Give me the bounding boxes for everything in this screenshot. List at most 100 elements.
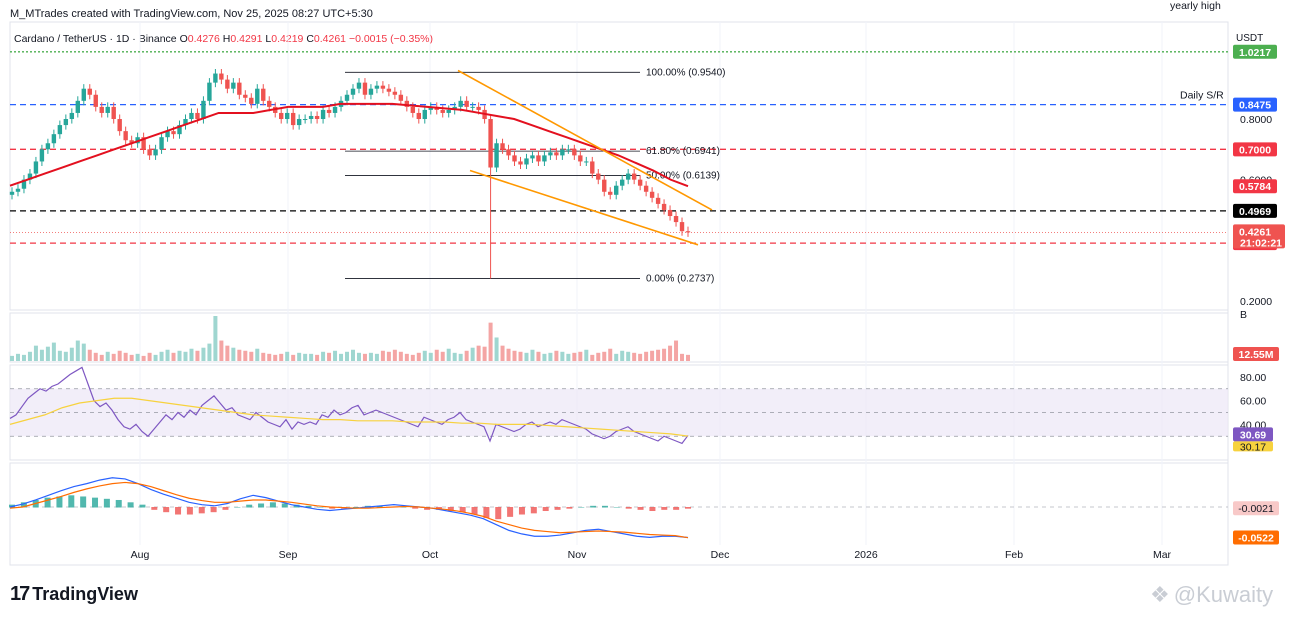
volume-bar [219,340,224,361]
macd-hist-bar [661,507,668,510]
candle-body [99,106,104,113]
volume-bar [63,351,68,361]
candle-body [374,85,380,89]
macd-hist-bar [44,497,51,508]
macd-hist-bar [483,507,490,519]
candle-body [219,73,224,80]
macd-hist-bar [578,507,585,508]
volume-bar [488,322,493,361]
volume-bar [566,353,571,361]
volume-bar [374,353,379,361]
candle-body [362,82,368,95]
volume-bar [315,354,320,361]
currency-button[interactable]: USDT [1236,33,1264,44]
fib-label-2: 50.00% (0.6139) [646,170,720,181]
ma-line [9,102,689,188]
candle-body [542,155,547,162]
candle-body [446,109,451,113]
tradingview-logo[interactable]: 17 TradingView [10,583,138,606]
candle-body [69,112,75,120]
symbol-name[interactable]: Cardano / TetherUS · 1D · Binance [14,33,177,45]
volume-bar [303,353,308,361]
candle-body [189,112,194,120]
volume-bar [536,351,541,361]
macd-hist-bar [471,507,478,515]
macd-hist-bar [103,498,110,508]
candle-body [572,149,577,156]
macd-hist-bar [625,507,632,509]
x-tick-2026: 2026 [854,549,878,561]
candle-body [117,119,122,132]
macd-hist-bar [412,507,419,509]
volume-bar [518,351,523,361]
macd-hist-tag [1233,501,1279,516]
volume-bar [45,346,50,361]
candle-body [631,173,637,180]
candle-body [141,137,146,150]
volume-bar [422,350,427,361]
volume-bar [243,350,248,361]
candle-body [344,94,350,101]
volume-bar [638,353,643,361]
volume-bar [416,352,421,361]
macd-hist-bar [518,507,525,515]
candle-body [614,185,619,195]
open-value: 0.4276 [187,33,220,45]
candle-body [602,179,607,192]
wedge-lower [469,169,699,246]
macd-hist-bar [234,507,241,508]
candle-body [39,149,45,162]
low-label: L [265,33,272,45]
candle-body [548,152,553,156]
macd-hist-bar [163,507,170,513]
candle-body [464,100,469,107]
volume-bar [350,349,355,361]
macd-hist-bar [649,507,656,512]
wedge-upper [457,69,713,211]
rsi-tick-1: 60.00 [1240,396,1266,408]
level-tag-text-0.7000: 0.7000 [1239,144,1271,156]
volume-bar [500,345,505,361]
volume-bar [458,353,463,361]
volume-bar [464,350,469,361]
volume-bar [39,349,44,361]
volume-bar [10,355,14,361]
y-tick-2: 0.2000 [1240,296,1272,308]
candle-body [177,125,182,135]
signal-line [9,481,689,539]
macd-hist-bar [186,507,193,515]
candle-body [21,179,27,189]
volume-bar [356,352,361,361]
candle-body [326,109,332,113]
change-value: −0.0015 (−0.35%) [348,33,434,45]
volume-bar [189,348,194,361]
level-text-1.0217: yearly high [1170,0,1221,12]
rsi-tag-text: 30.69 [1240,429,1266,441]
candle-body [249,97,254,104]
candle-body [183,119,188,126]
y-tick-0: 0.8000 [1240,114,1272,126]
volume-bar [452,352,457,361]
volume-bar [668,345,673,361]
volume-bar [141,355,146,361]
candle-body [649,191,655,198]
candle-body [320,109,326,120]
candle-body [15,188,21,192]
level-tag-0.4969 [1233,203,1277,218]
level-text-0.8475: Daily S/R [1180,90,1224,102]
close-label: C [306,33,314,45]
volume-bar [279,353,284,361]
volume-bar [572,352,577,361]
volume-bar [321,351,326,361]
level-tag-text-0.8475: 0.8475 [1239,100,1271,112]
candle-body [566,149,571,151]
candle-body [590,161,595,174]
level-tag-text-0.4969: 0.4969 [1239,206,1271,218]
candle-body [410,106,416,113]
volume-bar [147,352,152,361]
candle-body [81,88,86,101]
volume-bar [87,349,92,361]
volume-bar [686,354,690,361]
volume-bar [195,350,200,361]
